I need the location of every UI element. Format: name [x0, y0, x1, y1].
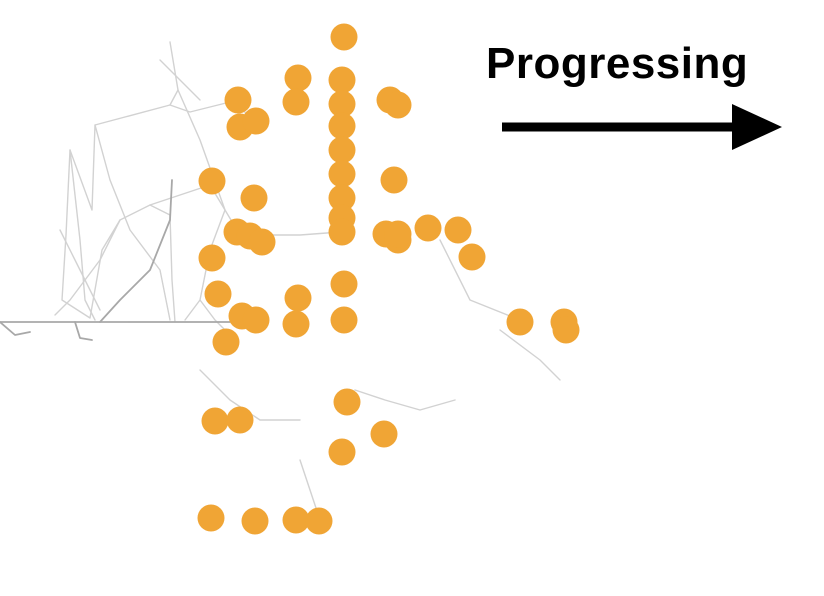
- joint-dot: [330, 306, 358, 334]
- joint-dot: [282, 506, 310, 534]
- joint-dot: [414, 214, 442, 242]
- joint-dot: [330, 270, 358, 298]
- joint-dot: [330, 23, 358, 51]
- joint-dots: [197, 23, 580, 535]
- joint-dot: [506, 308, 534, 336]
- joint-dot: [333, 388, 361, 416]
- joint-dot: [282, 310, 310, 338]
- joint-dot: [197, 504, 225, 532]
- joint-dot: [384, 91, 412, 119]
- joint-dot: [328, 160, 356, 188]
- joint-dot: [240, 184, 268, 212]
- joint-dot: [212, 328, 240, 356]
- joint-dot: [328, 66, 356, 94]
- joint-dot: [204, 280, 232, 308]
- joint-dot: [328, 112, 356, 140]
- joint-dot: [284, 284, 312, 312]
- joint-dot: [284, 64, 312, 92]
- joint-dot: [282, 88, 310, 116]
- progressing-label: Progressing: [486, 39, 749, 88]
- joint-dot: [198, 244, 226, 272]
- joint-dot: [242, 306, 270, 334]
- joint-dot: [201, 407, 229, 435]
- joint-dot: [305, 507, 333, 535]
- joint-dot: [328, 184, 356, 212]
- joint-dot: [328, 90, 356, 118]
- joint-dot: [552, 316, 580, 344]
- right-arrow-icon: [502, 104, 782, 150]
- skeleton-traces: [0, 41, 561, 521]
- joint-dot: [224, 86, 252, 114]
- joint-dot: [248, 228, 276, 256]
- joint-dot: [328, 218, 356, 246]
- joint-dot: [328, 438, 356, 466]
- joint-dot: [384, 220, 412, 248]
- joint-dot: [241, 507, 269, 535]
- joint-dot: [380, 166, 408, 194]
- joint-dot: [226, 406, 254, 434]
- joint-dot: [458, 243, 486, 271]
- joint-dot: [370, 420, 398, 448]
- joint-dot: [444, 216, 472, 244]
- joint-dot: [198, 167, 226, 195]
- joint-dot: [242, 107, 270, 135]
- joint-dot: [328, 136, 356, 164]
